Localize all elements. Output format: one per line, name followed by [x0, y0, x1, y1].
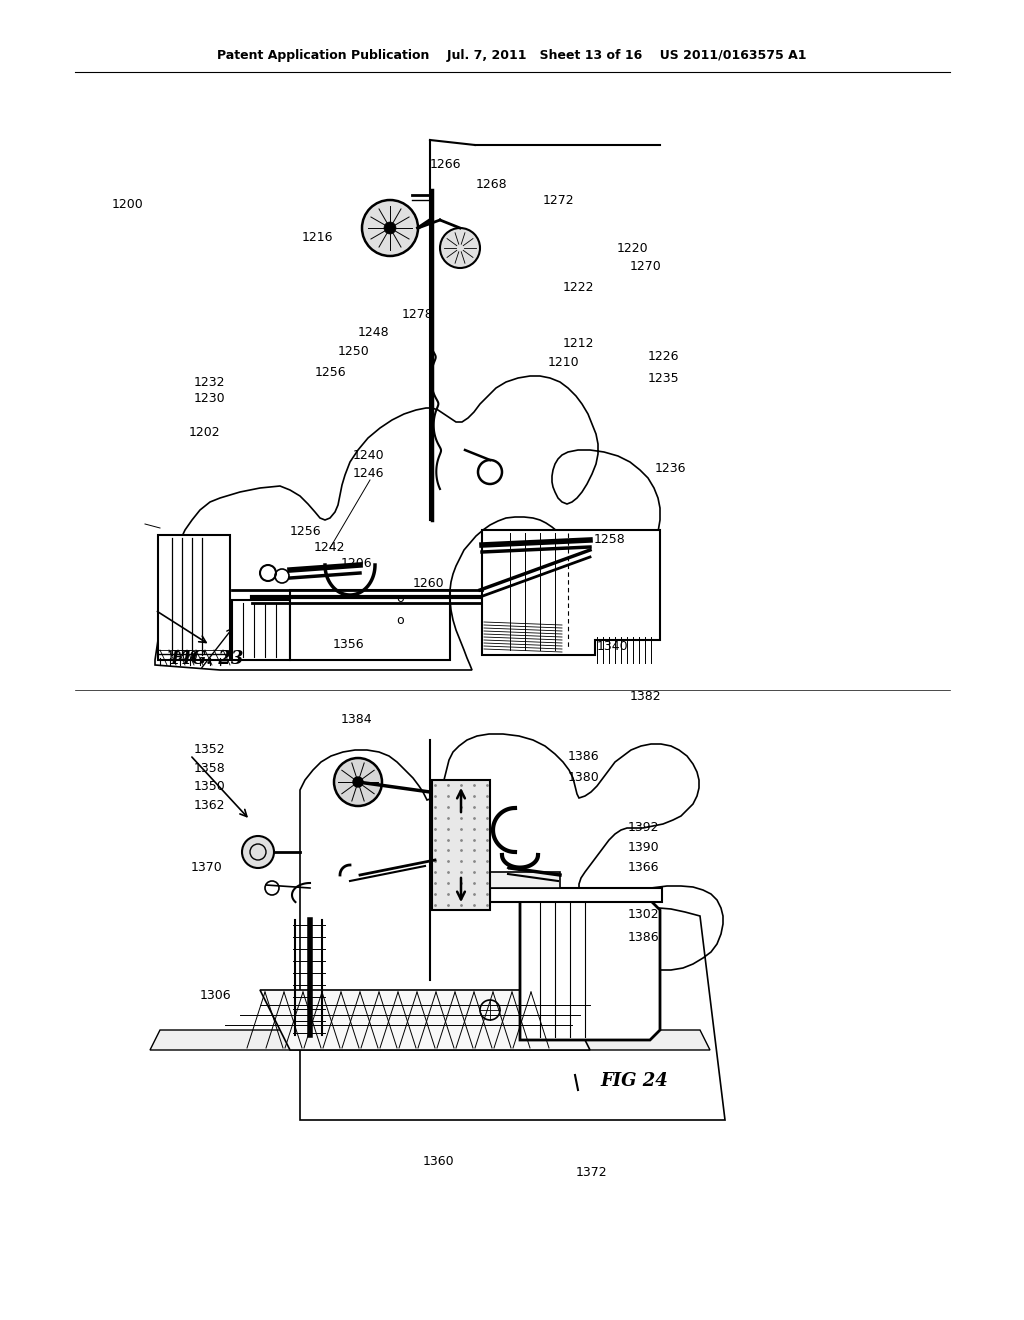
Polygon shape [432, 780, 490, 909]
Circle shape [334, 758, 382, 807]
Text: 1212: 1212 [563, 337, 594, 350]
Text: 1300: 1300 [166, 649, 199, 663]
Circle shape [353, 777, 362, 787]
Text: 1352: 1352 [195, 743, 225, 756]
Text: 1340: 1340 [597, 640, 628, 653]
Text: 1258: 1258 [593, 533, 626, 546]
Text: 1236: 1236 [655, 462, 686, 475]
Text: o: o [396, 614, 403, 627]
Polygon shape [232, 601, 290, 660]
Text: 1372: 1372 [577, 1166, 607, 1179]
Text: 1268: 1268 [476, 178, 507, 191]
Text: 1278: 1278 [401, 308, 434, 321]
Polygon shape [482, 531, 660, 655]
Text: FIG 24: FIG 24 [600, 1072, 668, 1090]
Polygon shape [520, 900, 660, 1040]
Text: 1272: 1272 [543, 194, 573, 207]
Text: 1360: 1360 [423, 1155, 454, 1168]
Text: 1232: 1232 [195, 376, 225, 389]
Polygon shape [158, 535, 230, 660]
Text: 1350: 1350 [194, 780, 226, 793]
Text: o: o [396, 591, 403, 605]
Text: 1230: 1230 [195, 392, 225, 405]
Text: 1246: 1246 [353, 467, 384, 480]
Text: 1386: 1386 [628, 931, 658, 944]
Text: 1266: 1266 [430, 158, 461, 172]
Text: 1206: 1206 [341, 557, 372, 570]
Text: 1260: 1260 [413, 577, 443, 590]
Text: 1256: 1256 [315, 366, 346, 379]
Text: 1386: 1386 [568, 750, 599, 763]
Text: 1200: 1200 [112, 198, 144, 211]
Text: 1242: 1242 [314, 541, 345, 554]
Text: 1356: 1356 [333, 638, 364, 651]
Circle shape [242, 836, 274, 869]
Polygon shape [490, 888, 662, 902]
Text: 1370: 1370 [190, 861, 223, 874]
Text: 1235: 1235 [648, 372, 679, 385]
Circle shape [362, 201, 418, 256]
Text: 1220: 1220 [617, 242, 648, 255]
Text: 1248: 1248 [358, 326, 389, 339]
Text: 1382: 1382 [630, 690, 660, 704]
Text: 1302: 1302 [628, 908, 658, 921]
Text: 1384: 1384 [341, 713, 372, 726]
Circle shape [440, 228, 480, 268]
Text: 1250: 1250 [337, 345, 370, 358]
Polygon shape [290, 590, 450, 660]
Text: 1226: 1226 [648, 350, 679, 363]
Polygon shape [260, 990, 590, 1049]
Text: 1256: 1256 [290, 525, 321, 539]
Text: 1270: 1270 [629, 260, 662, 273]
Text: 1390: 1390 [628, 841, 658, 854]
Text: Patent Application Publication    Jul. 7, 2011   Sheet 13 of 16    US 2011/01635: Patent Application Publication Jul. 7, 2… [217, 49, 807, 62]
Text: 1222: 1222 [563, 281, 594, 294]
Text: 1210: 1210 [548, 356, 579, 370]
Circle shape [384, 222, 396, 234]
Polygon shape [300, 734, 725, 1119]
Text: 1202: 1202 [189, 426, 220, 440]
Text: 1216: 1216 [302, 231, 333, 244]
Text: 1306: 1306 [200, 989, 230, 1002]
Text: 1380: 1380 [567, 771, 600, 784]
Text: FIG. 23: FIG. 23 [170, 649, 244, 668]
Polygon shape [150, 1030, 710, 1049]
Text: 1392: 1392 [628, 821, 658, 834]
Text: 1366: 1366 [628, 861, 658, 874]
Text: 1240: 1240 [353, 449, 384, 462]
Polygon shape [490, 873, 560, 888]
Text: 1362: 1362 [195, 799, 225, 812]
Polygon shape [155, 376, 660, 671]
Text: 1358: 1358 [194, 762, 226, 775]
